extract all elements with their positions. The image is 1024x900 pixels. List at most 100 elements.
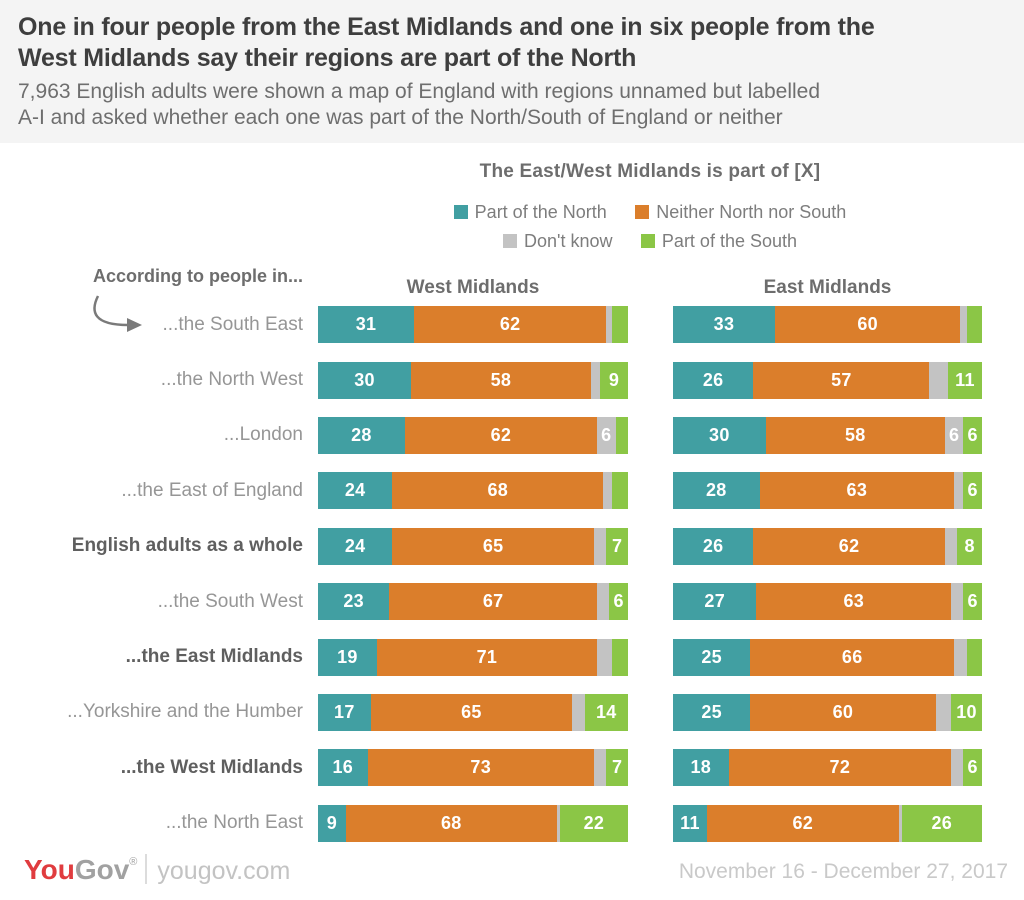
bar-segment-dontknow: 6 <box>944 416 964 454</box>
segment-value-label: 6 <box>949 424 960 445</box>
bar-segment-north: 24 <box>318 472 393 510</box>
column-header-west-midlands: West Midlands <box>406 277 540 298</box>
bar-segment-dontknow: 6 <box>596 416 616 454</box>
table-row: ...Yorkshire and the Humber 17 65 14 25 60 10 <box>0 685 1024 740</box>
legend-label-north: Part of the North <box>474 202 607 222</box>
chart-title: The East/West Midlands is part of [X] <box>479 161 821 182</box>
segment-value-label: 6 <box>967 424 978 445</box>
legend-item-north: Part of the North <box>453 198 607 227</box>
bar-segment-south: 6 <box>963 749 982 787</box>
bar-segment-neither: 62 <box>706 804 899 842</box>
bar-segment-north: 26 <box>673 361 754 399</box>
segment-value-label: 62 <box>499 314 521 335</box>
bar-segment-dontknow <box>960 306 967 344</box>
segment-value-label: 58 <box>844 424 866 445</box>
row-label: ...the North West <box>160 369 303 391</box>
segment-value-label: 9 <box>608 369 620 390</box>
stacked-bar-east: 18 72 6 <box>673 749 982 787</box>
bar-segment-neither: 62 <box>753 527 945 565</box>
bar-segment-dontknow <box>572 693 585 731</box>
stacked-bar-west: 19 71 <box>318 638 628 676</box>
bar-segment-south <box>615 416 628 454</box>
bar-segment-south: 9 <box>600 361 628 399</box>
bar-segment-north: 16 <box>318 749 368 787</box>
segment-value-label: 65 <box>461 701 482 722</box>
bar-segment-south: 6 <box>609 583 628 621</box>
bar-segment-neither: 67 <box>389 583 597 621</box>
segment-value-label: 19 <box>337 646 358 667</box>
bar-segment-north: 33 <box>673 306 775 344</box>
bar-segment-dontknow <box>593 527 607 565</box>
bar-segment-dontknow <box>596 638 613 676</box>
bar-segment-dontknow <box>596 583 610 621</box>
segment-value-label: 6 <box>967 757 978 778</box>
table-row: ...the East Midlands 19 71 25 66 <box>0 629 1024 684</box>
bar-segment-north: 28 <box>318 416 405 454</box>
date-range-label: November 16 - December 27, 2017 <box>678 860 1008 883</box>
bar-segment-neither: 72 <box>728 749 952 787</box>
bar-segment-south: 14 <box>584 693 628 731</box>
table-row: English adults as a whole 24 65 7 26 62 8 <box>0 519 1024 574</box>
segment-value-label: 6 <box>601 424 612 445</box>
bar-segment-neither: 62 <box>404 416 597 454</box>
legend-item-neither: Neither North nor South <box>635 198 846 227</box>
table-row: ...the West Midlands 16 73 7 18 72 6 <box>0 740 1024 795</box>
curved-arrow-icon <box>82 294 152 339</box>
bar-segment-dontknow <box>593 749 607 787</box>
stacked-bar-west: 23 67 6 <box>318 583 628 621</box>
segment-value-label: 68 <box>440 812 462 833</box>
bar-segment-south: 8 <box>957 527 982 565</box>
segment-value-label: 25 <box>701 701 722 722</box>
bar-segment-neither: 68 <box>392 472 604 510</box>
bar-segment-north: 25 <box>673 693 751 731</box>
stacked-bar-east: 25 60 10 <box>673 693 982 731</box>
stacked-bar-west: 28 62 6 <box>318 416 628 454</box>
segment-value-label: 26 <box>931 812 953 833</box>
segment-value-label: 30 <box>709 424 730 445</box>
logo-you-text: You <box>24 854 75 885</box>
header-band: One in four people from the East Midland… <box>0 0 1024 143</box>
segment-value-label: 16 <box>332 757 354 778</box>
bar-segment-dontknow <box>590 361 601 399</box>
row-label: ...the South East <box>162 313 303 335</box>
stacked-bar-west: 16 73 7 <box>318 749 628 787</box>
table-row: ...the South East 31 62 33 60 <box>0 297 1024 352</box>
segment-value-label: 22 <box>583 812 605 833</box>
bar-segment-neither: 71 <box>376 638 597 676</box>
segment-value-label: 58 <box>490 369 512 390</box>
chart-head: The East/West Midlands is part of [X] Pa… <box>318 161 982 256</box>
segment-value-label: 73 <box>470 757 492 778</box>
bar-segment-dontknow <box>951 749 964 787</box>
segment-value-label: 62 <box>792 812 814 833</box>
logo-site-text: yougov.com <box>157 857 291 885</box>
column-header-east-midlands: East Midlands <box>763 277 892 298</box>
page-title-line-2: West Midlands say their regions are part… <box>18 44 637 72</box>
stacked-bar-west: 9 68 22 <box>318 804 628 842</box>
bar-segment-neither: 62 <box>414 306 607 344</box>
bar-segment-neither: 58 <box>765 416 945 454</box>
segment-value-label: 11 <box>680 812 700 833</box>
bar-segment-dontknow <box>951 583 964 621</box>
bar-segment-neither: 63 <box>756 583 952 621</box>
bar-segment-north: 11 <box>673 804 707 842</box>
table-row: ...the North West 30 58 9 26 57 11 <box>0 352 1024 407</box>
legend-row-1: Part of the North Neither North nor Sout… <box>318 198 982 227</box>
legend-swatch-neither-icon <box>635 205 650 219</box>
annotation-according-to: According to people in... <box>92 266 303 286</box>
table-row: ...London 28 62 6 30 58 6 6 <box>0 408 1024 463</box>
segment-value-label: 63 <box>843 591 865 612</box>
stacked-bar-east: 26 62 8 <box>673 527 982 565</box>
stacked-bar-west: 31 62 <box>318 306 628 344</box>
table-row: ...the East of England 24 68 28 63 6 <box>0 463 1024 518</box>
segment-value-label: 66 <box>841 646 863 667</box>
bar-segment-neither: 63 <box>759 472 955 510</box>
table-row: ...the North East 9 68 22 11 62 26 <box>0 796 1024 851</box>
segment-value-label: 6 <box>967 591 978 612</box>
segment-value-label: 17 <box>334 701 355 722</box>
logo-gov-text: Gov <box>74 854 130 885</box>
row-label: ...London <box>223 424 303 446</box>
bar-segment-north: 31 <box>318 306 415 344</box>
legend-swatch-dontknow-icon <box>502 234 517 248</box>
row-label: ...the West Midlands <box>120 756 303 778</box>
